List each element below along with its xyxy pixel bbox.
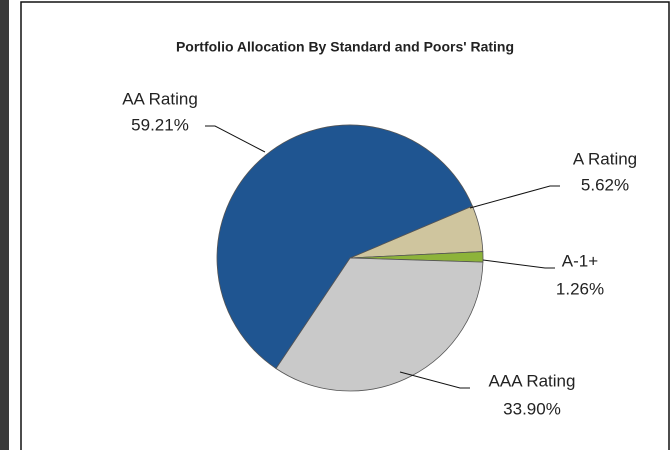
slice-value: 33.90% [503,399,561,418]
leader-line [399,371,470,389]
slice-value: 5.62% [581,175,629,194]
slice-label: AAA Rating [489,371,576,390]
side-strip [0,0,9,450]
slice-label: A-1+ [562,251,598,270]
slice-value: 1.26% [556,279,604,298]
slice-label: A Rating [573,149,637,168]
leader-line [469,185,560,209]
leader-line [205,125,266,153]
leader-line [482,259,555,269]
pie-slice [275,257,484,392]
slice-value: 59.21% [131,115,189,134]
slice-label: AA Rating [122,89,198,108]
pie-slice [216,124,473,370]
chart-title: Portfolio Allocation By Standard and Poo… [176,39,514,55]
